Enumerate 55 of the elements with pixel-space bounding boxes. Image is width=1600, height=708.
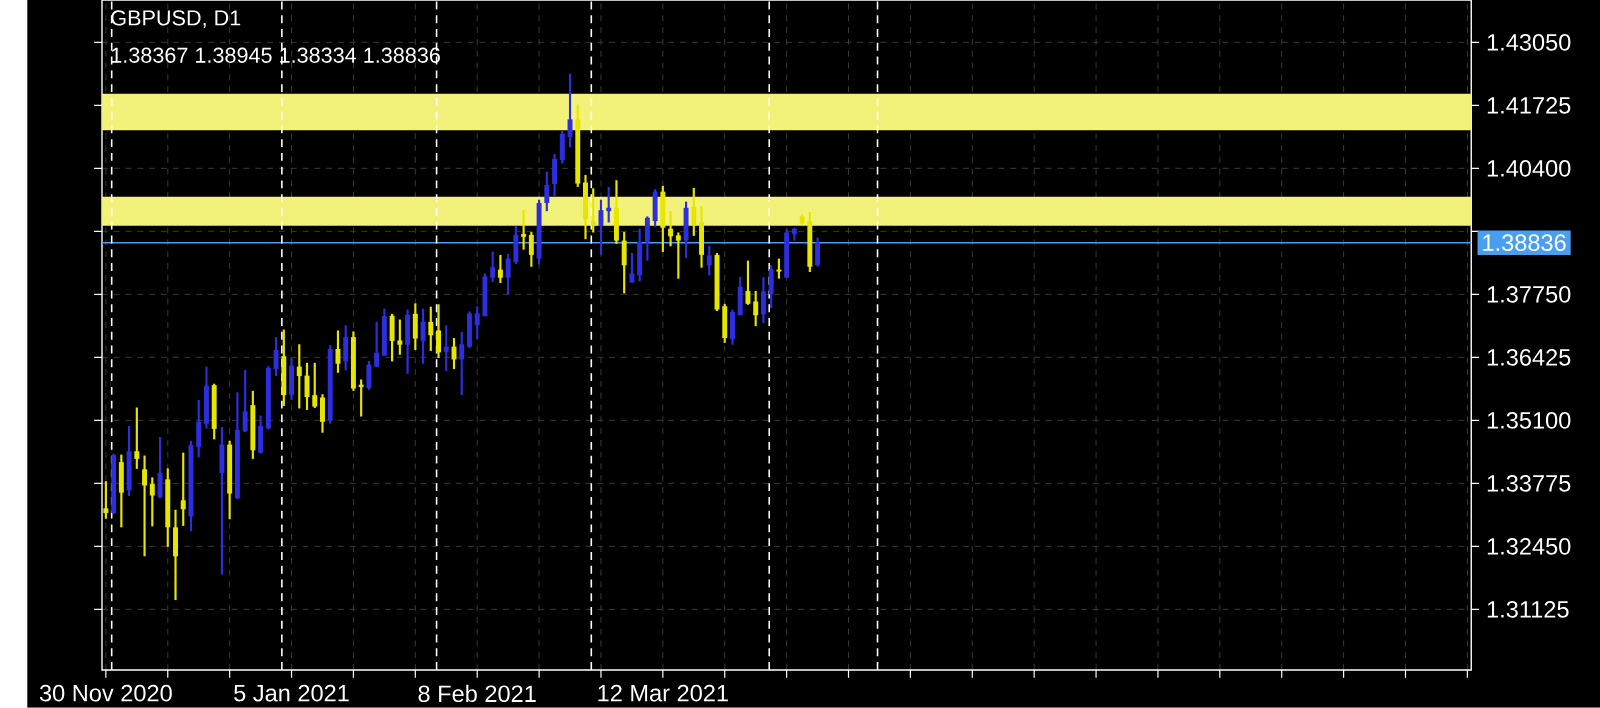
candlestick bbox=[312, 361, 318, 410]
candlestick bbox=[505, 252, 511, 296]
candlestick bbox=[753, 290, 759, 328]
candlestick bbox=[706, 244, 712, 277]
candlestick bbox=[443, 324, 449, 373]
y-tick-label: 1.32450 bbox=[1487, 538, 1571, 555]
y-tick-label: 1.36425 bbox=[1487, 349, 1571, 366]
candlestick bbox=[273, 336, 279, 378]
candlestick bbox=[242, 369, 248, 434]
y-tick-label: 1.33775 bbox=[1487, 475, 1571, 492]
candlestick bbox=[149, 476, 155, 528]
candlestick bbox=[180, 451, 186, 528]
y-tick-label: 1.43050 bbox=[1487, 34, 1571, 51]
y-tick-label: 1.35100 bbox=[1487, 412, 1571, 429]
candlestick bbox=[760, 276, 766, 325]
candlestick bbox=[598, 198, 604, 257]
candlestick bbox=[374, 320, 380, 369]
candlestick bbox=[490, 250, 496, 284]
candlestick bbox=[497, 253, 503, 285]
candlestick bbox=[776, 257, 782, 280]
candlestick bbox=[142, 454, 148, 558]
ref-line-label: 1.38836 bbox=[1483, 234, 1566, 252]
candlestick bbox=[668, 210, 674, 248]
candlestick bbox=[459, 330, 465, 397]
y-tick-label: 1.31125 bbox=[1487, 601, 1569, 618]
candlestick bbox=[436, 303, 441, 360]
candlestick bbox=[296, 343, 302, 410]
candlestick bbox=[590, 187, 596, 234]
x-tick-label: 8 Feb 2021 bbox=[418, 684, 536, 703]
x-tick-label: 12 Mar 2021 bbox=[598, 684, 728, 702]
candlestick bbox=[675, 231, 681, 280]
text: 1.38367 1.38945 1.38334 1.38836 bbox=[111, 47, 440, 64]
candlestick bbox=[397, 318, 403, 356]
candlestick bbox=[335, 329, 341, 375]
candlestick bbox=[521, 209, 527, 251]
x-tick-label: 30 Nov 2020 bbox=[39, 684, 172, 702]
candlestick bbox=[474, 305, 480, 341]
candlestick bbox=[366, 359, 372, 392]
candlestick bbox=[629, 252, 635, 284]
y-tick-label: 1.40400 bbox=[1487, 160, 1571, 177]
candlestick bbox=[103, 480, 109, 520]
candlestick bbox=[815, 236, 821, 268]
candlestick bbox=[134, 406, 140, 471]
x-tick-label: 5 Jan 2021 bbox=[234, 684, 349, 702]
chart-title: GBPUSD, D1 bbox=[111, 10, 241, 29]
candlestick bbox=[544, 170, 550, 213]
y-tick-label: 1.37750 bbox=[1487, 286, 1571, 303]
candlestick bbox=[745, 259, 751, 307]
candlestick bbox=[567, 72, 573, 149]
candlestick bbox=[691, 186, 697, 238]
y-tick-label: 1.41725 bbox=[1487, 97, 1571, 114]
candlestick bbox=[528, 231, 534, 268]
candlestick bbox=[420, 307, 426, 365]
candlestick bbox=[428, 305, 434, 353]
candlestick bbox=[606, 185, 612, 224]
